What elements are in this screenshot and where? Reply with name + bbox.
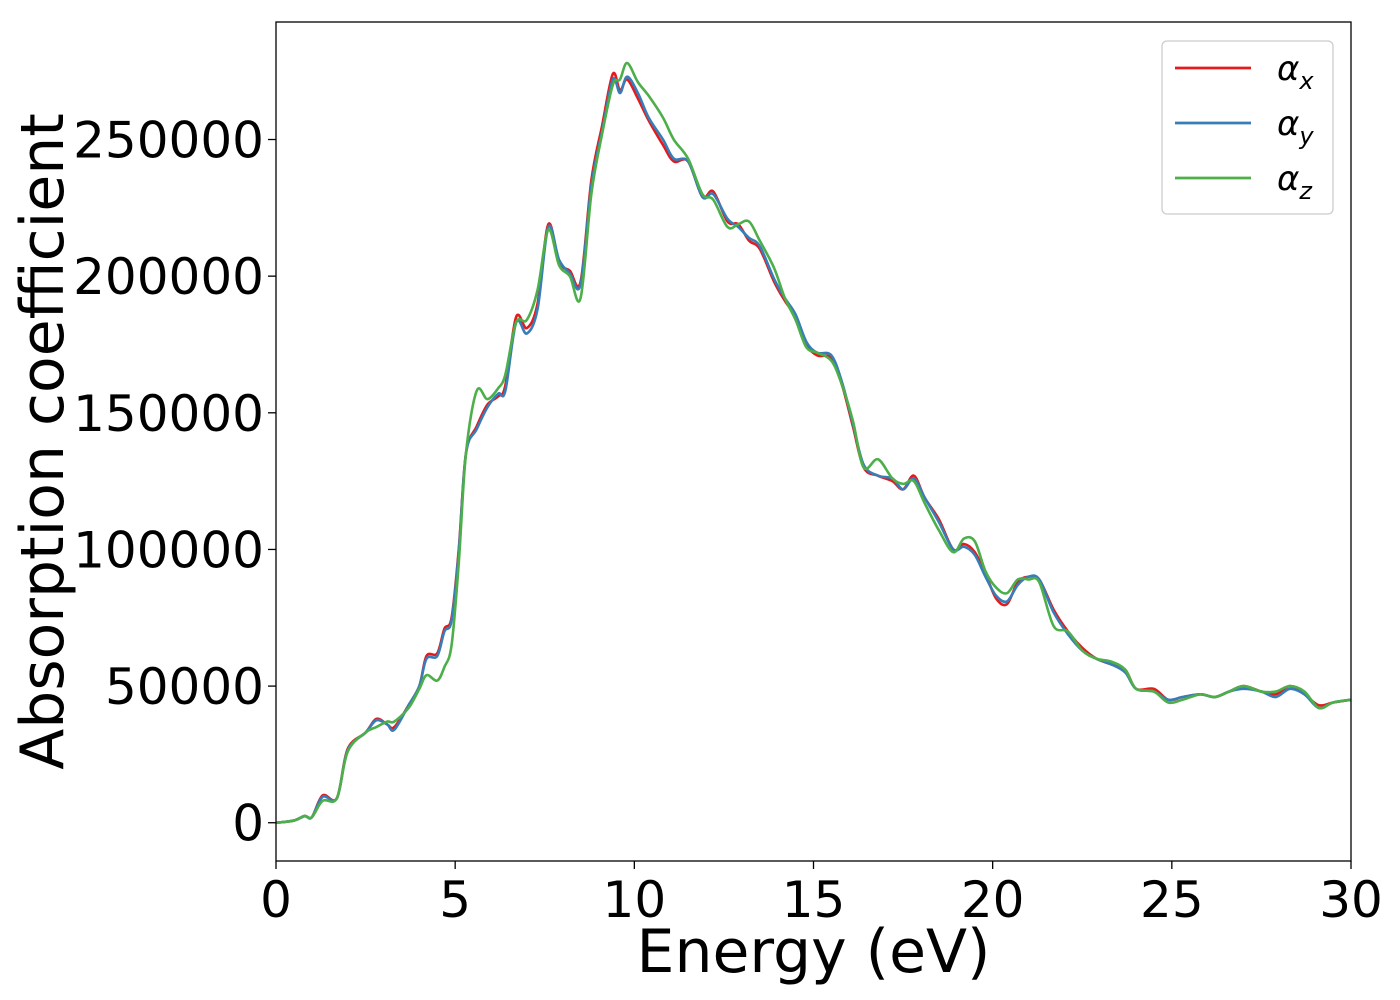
x-tick-label: 15: [782, 871, 846, 929]
legend-subscript: x: [1298, 67, 1314, 95]
legend-subscript: y: [1298, 122, 1314, 150]
legend-label-y: αy: [1277, 104, 1314, 150]
legend-label-x: αx: [1277, 49, 1314, 95]
y-tick-label: 200000: [73, 248, 264, 306]
legend-subscript: z: [1298, 177, 1313, 205]
series-line-z: [276, 61, 1351, 825]
y-tick-label: 150000: [73, 385, 264, 443]
series-line-y: [276, 75, 1351, 825]
legend-label-z: αz: [1277, 159, 1313, 205]
y-axis: 0 50000 100000 150000 200000 250000: [73, 112, 276, 853]
x-axis-title: Energy (eV): [637, 917, 991, 987]
legend-symbol: α: [1277, 49, 1299, 89]
series-layer: [276, 61, 1351, 825]
legend-box: [1161, 40, 1334, 215]
y-tick-label: 100000: [73, 521, 264, 579]
x-tick-label: 30: [1319, 871, 1383, 929]
x-tick-label: 5: [439, 871, 471, 929]
x-tick-label: 20: [961, 871, 1025, 929]
x-tick-label: 0: [260, 871, 292, 929]
y-tick-label: 250000: [73, 112, 264, 170]
legend-symbol: α: [1277, 159, 1299, 199]
legend-symbol: α: [1277, 104, 1299, 144]
y-tick-label: 0: [232, 795, 264, 853]
y-tick-label: 50000: [105, 658, 264, 716]
x-tick-label: 25: [1140, 871, 1204, 929]
x-axis: 0 5 10 15 20 25 30: [260, 861, 1383, 929]
x-tick-label: 10: [603, 871, 667, 929]
y-axis-title: Absorption coefficient: [8, 113, 78, 770]
